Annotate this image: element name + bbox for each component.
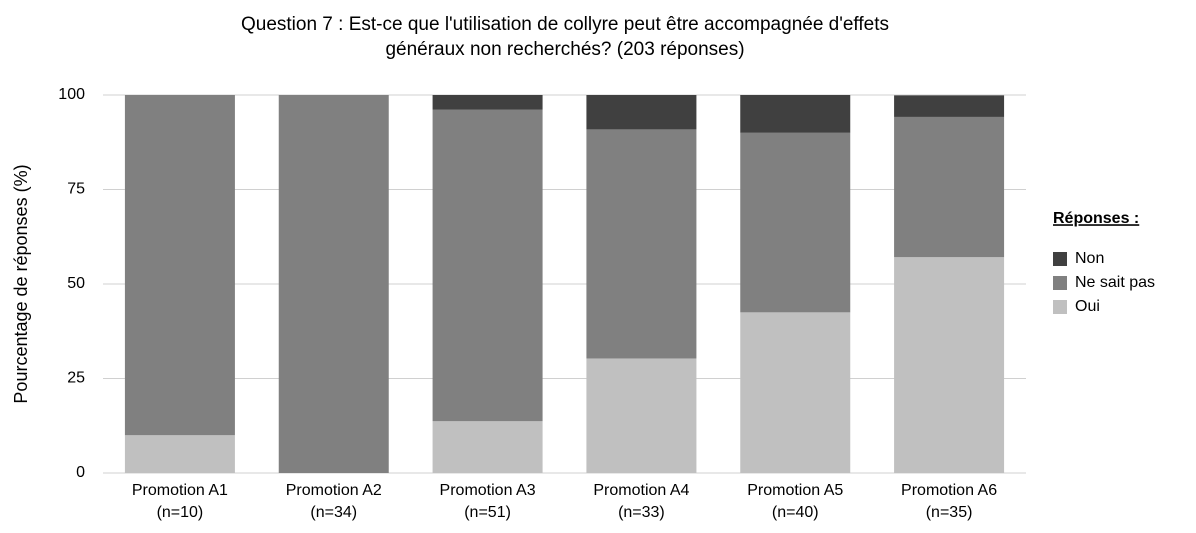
- bar-segment: [432, 421, 543, 473]
- x-tick-label: Promotion A6: [901, 482, 997, 499]
- bar-segment: [740, 95, 851, 133]
- bar-segment: [124, 95, 235, 436]
- x-tick-label: Promotion A2: [286, 482, 382, 499]
- x-tick-label: (n=40): [772, 504, 819, 521]
- legend-label: Ne sait pas: [1075, 274, 1155, 291]
- bar-segment: [278, 95, 389, 473]
- x-tick-label: Promotion A3: [440, 482, 536, 499]
- x-tick-label: (n=10): [157, 504, 204, 521]
- chart-title: Question 7 : Est-ce que l'utilisation de…: [241, 14, 889, 35]
- x-tick-label: Promotion A1: [132, 482, 228, 499]
- y-axis-label: Pourcentage de réponses (%): [11, 164, 31, 403]
- y-tick-label: 100: [58, 86, 85, 103]
- bar-segment: [894, 95, 1005, 117]
- legend-title: Réponses :: [1053, 210, 1139, 227]
- bar-segment: [432, 109, 543, 422]
- bar-segment: [740, 312, 851, 473]
- legend-swatch: [1053, 300, 1067, 314]
- bar-segment: [586, 95, 697, 130]
- x-tick-label: (n=35): [926, 504, 973, 521]
- bar-segment: [894, 257, 1005, 473]
- bar-segment: [124, 435, 235, 473]
- bar-segment: [586, 358, 697, 473]
- y-tick-label: 0: [76, 464, 85, 481]
- legend-label: Oui: [1075, 298, 1100, 315]
- chart-title: généraux non recherchés? (203 réponses): [385, 39, 744, 60]
- x-tick-label: Promotion A4: [593, 482, 689, 499]
- bar-segment: [586, 129, 697, 359]
- x-tick-label: (n=51): [464, 504, 511, 521]
- bar-segment: [894, 116, 1005, 258]
- legend-label: Non: [1075, 250, 1104, 267]
- legend-swatch: [1053, 252, 1067, 266]
- x-tick-label: (n=33): [618, 504, 665, 521]
- y-tick-label: 25: [67, 370, 85, 387]
- y-tick-label: 50: [67, 275, 85, 292]
- legend-swatch: [1053, 276, 1067, 290]
- x-tick-label: (n=34): [310, 504, 357, 521]
- y-tick-label: 75: [67, 181, 85, 198]
- x-tick-label: Promotion A5: [747, 482, 843, 499]
- bar-segment: [432, 95, 543, 110]
- bar-segment: [740, 132, 851, 313]
